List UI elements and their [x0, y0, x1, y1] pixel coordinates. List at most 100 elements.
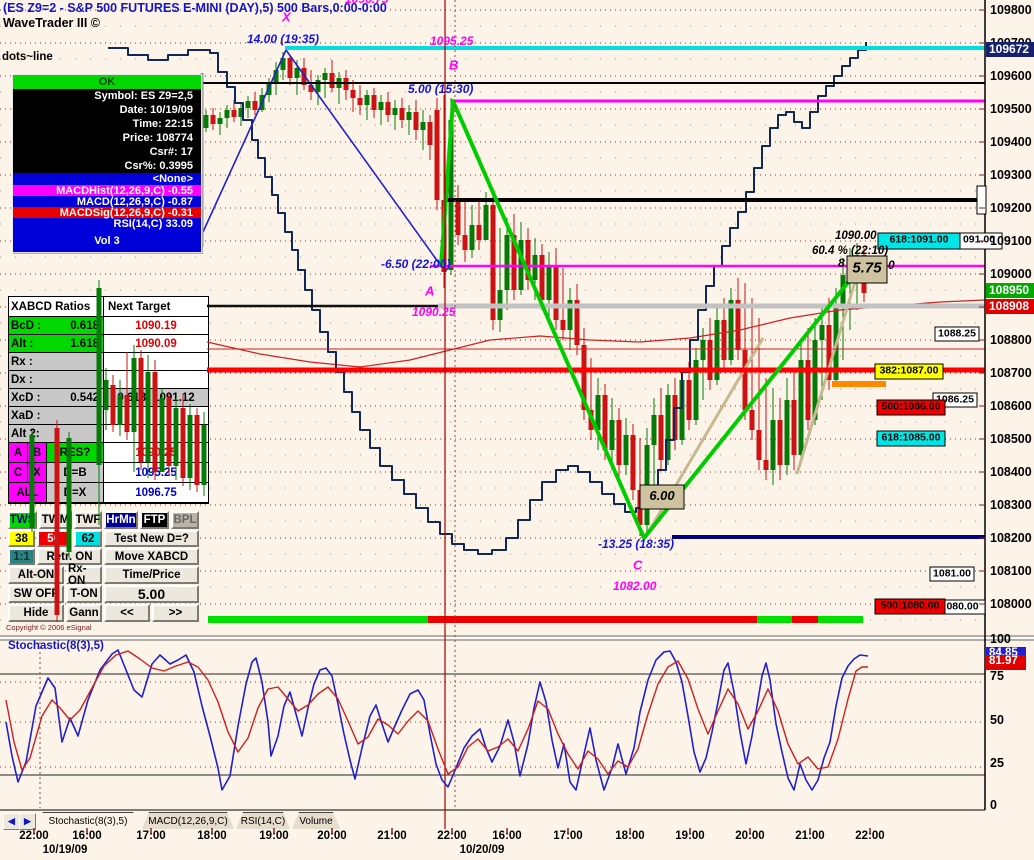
target-value: 1090.09: [104, 335, 208, 352]
time-label: 17:00: [136, 830, 166, 842]
chart-title: (ES Z9=2 - S&P 500 FUTURES E-MINI (DAY),…: [3, 1, 387, 15]
button--[interactable]: >>: [152, 604, 199, 622]
target-value: 1090.19: [104, 317, 208, 334]
indicator-tab-bar: ◀ ▶ Stochastic(8(3),5) MACD(12,26,9,C) RSI(1…: [0, 812, 1034, 830]
pivot-target-value: 1090.25: [104, 443, 208, 462]
button-twm[interactable]: TWM: [39, 511, 72, 529]
tab-macd-12-26-9-c-[interactable]: MACD(12,26,9,C): [142, 812, 234, 829]
time-label: 19:00: [675, 830, 705, 842]
button-hrmn[interactable]: HrMn: [104, 511, 138, 529]
chart-header: (ES Z9=2 - S&P 500 FUTURES E-MINI (DAY),…: [3, 1, 387, 31]
button-hide[interactable]: Hide: [8, 604, 64, 622]
tooltip-row-6: Csr%: 0.3995: [13, 159, 201, 173]
target-value: 0.618: 1091.12: [104, 389, 208, 406]
time-axis: 22:00 16:00 17:00 18:00 19:00 20:00 21:00 22:00…: [0, 829, 1034, 860]
ratio-label: BcD :0.618: [9, 317, 104, 334]
button-move-xabcd[interactable]: Move XABCD: [104, 548, 199, 565]
pivot-cell[interactable]: RES?: [47, 443, 104, 462]
xabcd-ratios-table: XABCD Ratios Next Target BcD :0.618 1090.19…: [8, 296, 209, 504]
pivot-cell[interactable]: X: [28, 463, 47, 482]
table-header-target: Next Target: [108, 300, 171, 313]
tooltip-row-7: <None>: [13, 173, 201, 185]
cursor-data-panel: OK Symbol: ES Z9=2,5 Date: 10/19/09 Time: 2…: [12, 74, 202, 253]
pivot-row-2: ALL D=X 1096.75: [9, 483, 208, 503]
tab-scroll-right-button[interactable]: ▶: [19, 813, 36, 830]
time-label: 22:00: [855, 830, 885, 842]
tooltip-row-9: MACD(12,26,9,C) -0.87: [13, 196, 201, 208]
button-5-00[interactable]: 5.00: [104, 585, 199, 603]
time-label: 20:00: [735, 830, 765, 842]
button-gann[interactable]: Gann: [66, 604, 102, 622]
time-label: 21:00: [377, 830, 407, 842]
button-ftp[interactable]: FTP: [140, 511, 169, 529]
button-test-new-d-[interactable]: Test New D=?: [104, 530, 199, 547]
ratio-label: Dx :: [9, 371, 104, 388]
time-label: 22:00: [437, 830, 467, 842]
button--[interactable]: <<: [104, 604, 150, 622]
button-38[interactable]: 38: [8, 530, 35, 547]
button-rx-on[interactable]: Rx-ON: [66, 563, 102, 587]
pivot-cell[interactable]: ALL: [9, 483, 47, 502]
tooltip-row-4: Price: 108774: [13, 131, 201, 145]
time-label: 21:00: [795, 830, 825, 842]
time-label: 16:00: [72, 830, 102, 842]
button-twf[interactable]: TWF: [74, 511, 102, 529]
pivot-cell[interactable]: C: [9, 463, 28, 482]
tooltip-row-1: Symbol: ES Z9=2,5: [13, 89, 201, 103]
ratio-row-3: Dx :: [9, 371, 208, 389]
tab-stochastic-8-3-5-[interactable]: Stochastic(8(3),5): [36, 812, 140, 829]
time-label: 17:00: [553, 830, 583, 842]
time-label: 19:00: [259, 830, 289, 842]
tooltip-row-2: Date: 10/19/09: [13, 103, 201, 117]
time-label: 18:00: [615, 830, 645, 842]
target-value: [104, 353, 208, 370]
pivot-cell[interactable]: D=B: [47, 463, 104, 482]
target-value: [104, 425, 208, 442]
tab-rsi-14-c-[interactable]: RSI(14,C): [236, 812, 290, 829]
tooltip-row-12: Vol 3: [13, 230, 201, 252]
stochastic-panel-label: Stochastic(8(3),5): [8, 640, 104, 652]
pivot-row-1: C X D=B 1095.25: [9, 463, 208, 483]
ratio-label: Alt :1.618: [9, 335, 104, 352]
pivot-cell[interactable]: D=X: [47, 483, 104, 502]
tooltip-row-11: RSI(14,C) 33.09: [13, 218, 201, 230]
ratio-row-2: Rx :: [9, 353, 208, 371]
pivot-row-0: A B RES? 1090.25: [9, 443, 208, 463]
time-label: 22:00: [19, 830, 49, 842]
button-sw-off[interactable]: SW OFF: [8, 585, 64, 603]
date-label: 10/20/09: [459, 844, 505, 856]
tooltip-row-0: OK: [13, 75, 201, 89]
button-62[interactable]: 62: [74, 530, 102, 547]
ratio-row-0: BcD :0.618 1090.19: [9, 317, 208, 335]
button-alt-on[interactable]: Alt-ON: [8, 566, 64, 584]
table-header-ratios: XABCD Ratios: [9, 297, 104, 316]
ratio-label: Rx :: [9, 353, 104, 370]
button-1-1[interactable]: 1:1: [8, 548, 35, 565]
target-value: [104, 407, 208, 424]
tab-scroll-left-button[interactable]: ◀: [3, 813, 20, 830]
time-label: 16:00: [492, 830, 522, 842]
date-label: 10/19/09: [42, 844, 88, 856]
ratio-label: XcD :0.542: [9, 389, 104, 406]
ratio-row-6: Alt 2:: [9, 425, 208, 443]
pivot-target-value: 1095.25: [104, 463, 208, 482]
time-label: 18:00: [197, 830, 227, 842]
pivot-target-value: 1096.75: [104, 483, 208, 502]
button-bpl[interactable]: BPL: [171, 511, 199, 529]
button-time-price[interactable]: Time/Price: [104, 566, 199, 584]
button-t-on[interactable]: T-ON: [66, 585, 102, 603]
ratio-row-1: Alt :1.618 1090.09: [9, 335, 208, 353]
pivot-cell[interactable]: A: [9, 443, 28, 462]
tooltip-row-8: MACDHist(12,26,9,C) -0.55: [13, 185, 201, 197]
ratio-row-5: XaD :: [9, 407, 208, 425]
ratio-row-4: XcD :0.542 0.618: 1091.12: [9, 389, 208, 407]
button-tws[interactable]: TWS: [8, 511, 37, 529]
target-value: [104, 371, 208, 388]
button-50[interactable]: 50: [37, 530, 70, 547]
style-label: dots~line: [2, 51, 53, 63]
tab-volume[interactable]: Volume: [292, 812, 340, 829]
tooltip-row-3: Time: 22:15: [13, 117, 201, 131]
pivot-cell[interactable]: B: [28, 443, 47, 462]
ratio-label: XaD :: [9, 407, 104, 424]
